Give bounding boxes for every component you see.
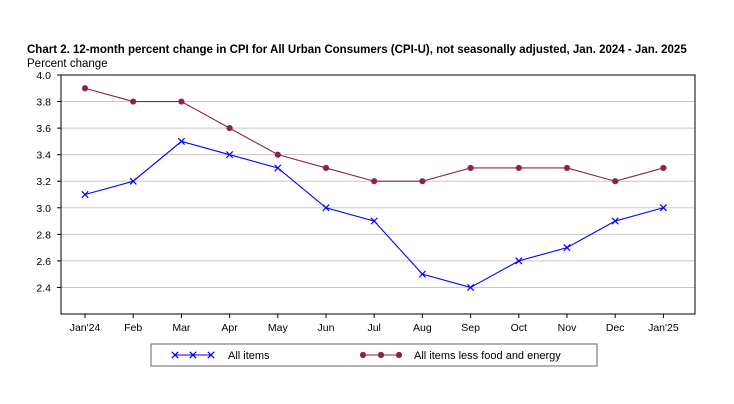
x-tick-label: Feb (124, 322, 142, 334)
x-tick-label: Jan'25 (648, 322, 679, 334)
x-tick-label: Mar (172, 322, 191, 334)
data-point-all-items-less-food-and-energy (81, 85, 89, 92)
data-point-all-items-less-food-and-energy (371, 178, 378, 185)
legend-entries: All items All items less food and energy (171, 350, 561, 362)
series-line-all-items (84, 140, 664, 289)
data-point-all-items (418, 270, 427, 278)
y-tick-label: 3.4 (36, 150, 51, 162)
chart-title: Chart 2. 12-month percent change in CPI … (27, 44, 687, 56)
series-all-items-less-food-and-energy (81, 85, 667, 185)
data-point-all-items (466, 283, 475, 292)
data-point-all-items (322, 204, 330, 212)
y-tick-label: 2.4 (36, 282, 51, 294)
x-tick-label: Dec (606, 322, 625, 334)
y-axis-label: Percent change (27, 58, 108, 70)
y-tick-label: 3.0 (36, 203, 51, 215)
series-line-all-items-less-food-and-energy (84, 87, 664, 182)
data-point-all-items (81, 190, 89, 199)
legend (150, 343, 598, 367)
x-tick-label: Jun (318, 322, 335, 334)
y-tick-label: 3.8 (36, 97, 51, 109)
data-point-all-items-less-food-and-energy (467, 164, 474, 172)
legend-marker (207, 351, 215, 359)
series-all-items (81, 137, 668, 292)
data-point-all-items-less-food-and-energy (419, 178, 426, 185)
data-point-all-items-less-food-and-energy (563, 164, 571, 172)
data-point-all-items-less-food-and-energy (226, 125, 233, 132)
legend-marker (359, 351, 367, 359)
data-point-all-items-less-food-and-energy (178, 98, 185, 105)
x-tick-label: May (268, 322, 289, 334)
data-point-all-items (129, 177, 137, 185)
data-point-all-items (274, 164, 282, 172)
data-point-all-items-less-food-and-energy (322, 164, 330, 172)
y-tick-label: 2.8 (36, 229, 51, 241)
data-point-all-items (659, 204, 668, 212)
data-point-all-items-less-food-and-energy (515, 164, 522, 172)
y-tick-label: 4.0 (36, 70, 51, 82)
data-point-all-items (563, 243, 571, 252)
data-point-all-items (225, 151, 234, 159)
x-tick-label: Sep (461, 322, 480, 334)
x-axis-ticks: Jan'24 Feb Mar Apr May Jun Jul Aug Sep Oct Nov Dec J… (70, 314, 679, 334)
y-tick-label: 2.6 (36, 256, 51, 268)
legend-label: All items less food and energy (414, 350, 561, 362)
legend-item-all-items: All items (171, 350, 270, 362)
data-point-all-items-less-food-and-energy (612, 178, 619, 185)
x-tick-label: Oct (511, 322, 527, 334)
legend-marker (171, 351, 179, 359)
data-point-all-items-less-food-and-energy (274, 151, 281, 158)
x-tick-label: Apr (221, 322, 238, 334)
data-point-all-items-less-food-and-energy (660, 164, 667, 172)
y-tick-label: 3.6 (36, 123, 51, 135)
x-tick-label: Nov (558, 322, 577, 334)
data-point-all-items (370, 217, 378, 225)
data-series (81, 85, 668, 292)
data-point-all-items (611, 217, 619, 225)
x-tick-label: Jan'24 (70, 322, 101, 334)
legend-label: All items (228, 350, 270, 362)
legend-marker (377, 351, 385, 359)
grid-lines (61, 101, 695, 288)
y-axis-ticks: 2.4 2.6 2.8 3.0 3.2 3.4 3.6 3.8 4.0 (36, 70, 61, 294)
legend-item-all-items-less-food-and-energy: All items less food and energy (359, 350, 561, 362)
data-point-all-items (515, 257, 523, 265)
data-point-all-items (177, 137, 186, 146)
legend-marker (189, 351, 197, 359)
x-tick-label: Aug (413, 322, 432, 334)
data-point-all-items-less-food-and-energy (130, 98, 137, 105)
legend-marker (395, 351, 403, 359)
y-tick-label: 3.2 (36, 176, 51, 188)
plot-area (60, 74, 696, 315)
x-tick-label: Jul (367, 322, 380, 334)
